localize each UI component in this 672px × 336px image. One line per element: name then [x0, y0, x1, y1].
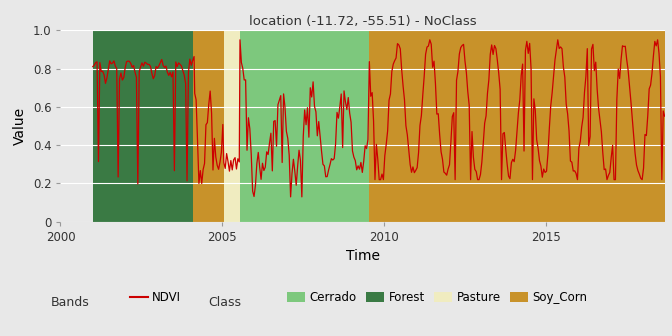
Legend: Cerrado, Forest, Pasture, Soy_Corn: Cerrado, Forest, Pasture, Soy_Corn: [287, 291, 588, 304]
X-axis label: Time: Time: [346, 249, 380, 263]
Y-axis label: Value: Value: [13, 107, 28, 145]
Bar: [466, 30, 499, 222]
Bar: [136, 30, 159, 222]
Title: location (-11.72, -55.51) - NoClass: location (-11.72, -55.51) - NoClass: [249, 15, 476, 28]
Bar: [370, 30, 402, 222]
Bar: [628, 30, 665, 222]
Bar: [335, 30, 370, 222]
Bar: [159, 30, 193, 222]
Bar: [271, 30, 303, 222]
Bar: [114, 30, 136, 222]
Bar: [499, 30, 531, 222]
Bar: [434, 30, 466, 222]
Bar: [193, 30, 224, 222]
Bar: [93, 30, 114, 222]
Bar: [563, 30, 596, 222]
Text: Bands: Bands: [50, 296, 89, 309]
Bar: [531, 30, 563, 222]
Bar: [224, 30, 240, 222]
Bar: [402, 30, 434, 222]
Bar: [240, 30, 271, 222]
Bar: [596, 30, 628, 222]
Text: Class: Class: [208, 296, 241, 309]
Bar: [303, 30, 335, 222]
